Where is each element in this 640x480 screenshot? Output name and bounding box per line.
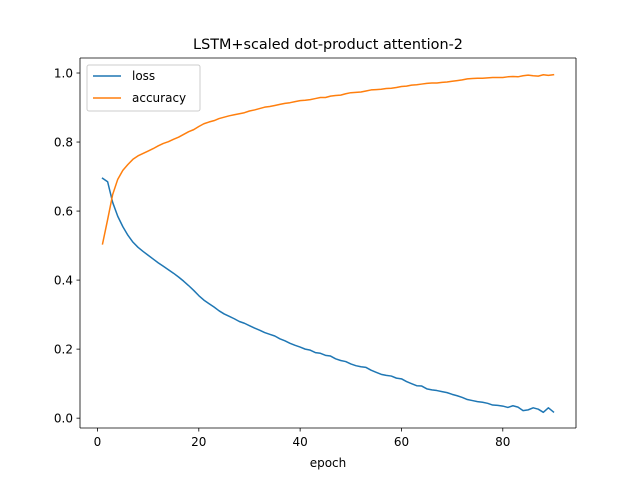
series-layer: [101, 73, 555, 414]
chart-title: LSTM+scaled dot-product attention-2: [193, 37, 463, 53]
plot-area: [80, 58, 576, 428]
legend-label-loss: loss: [132, 69, 155, 83]
y-axis-ticks: 0.0 0.2 0.4 0.6 0.8 1.0: [54, 66, 80, 425]
series-line-accuracy: [101, 73, 555, 245]
y-tick-label: 0.8: [54, 135, 73, 149]
legend: loss accuracy: [86, 64, 201, 112]
axes-frame: [79, 57, 577, 429]
x-tick-label: 80: [495, 435, 510, 449]
y-tick-label: 0.4: [54, 273, 73, 287]
x-tick-label: 0: [94, 435, 102, 449]
x-tick-label: 20: [191, 435, 206, 449]
y-tick-label: 0.2: [54, 342, 73, 356]
x-axis-label: epoch: [310, 456, 347, 470]
y-tick-label: 1.0: [54, 66, 73, 80]
y-tick-label: 0.6: [54, 204, 73, 218]
legend-label-accuracy: accuracy: [132, 91, 186, 105]
y-tick-label: 0.0: [54, 411, 73, 425]
series-line-loss: [101, 177, 555, 414]
x-tick-label: 40: [292, 435, 307, 449]
x-axis-ticks: 0 20 40 60 80: [94, 428, 510, 449]
x-tick-label: 60: [394, 435, 409, 449]
